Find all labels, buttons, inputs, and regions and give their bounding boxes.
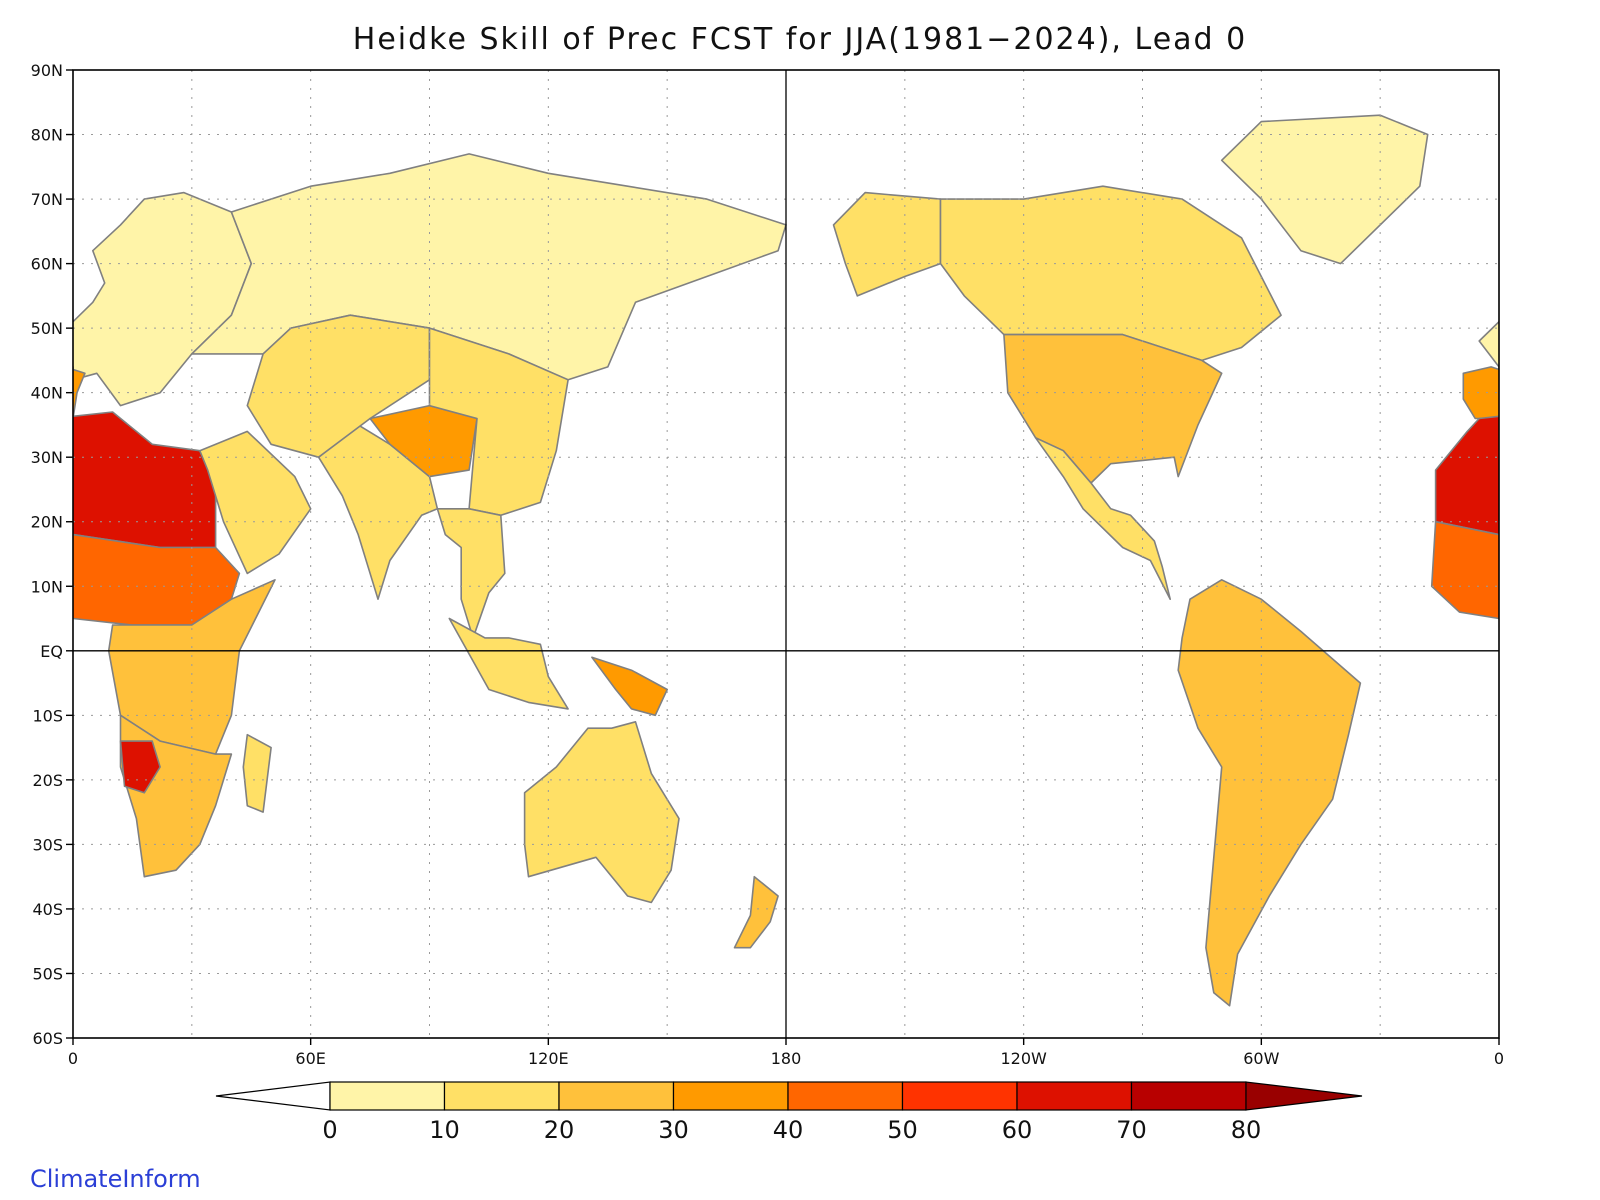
lat-label: 30S — [32, 835, 63, 854]
lat-label: EQ — [40, 642, 63, 661]
colorbar-bin — [443, 1081, 560, 1111]
colorbar-tick-label: 30 — [658, 1116, 689, 1144]
colorbar-bin — [558, 1081, 675, 1111]
lon-label: 120E — [528, 1049, 569, 1068]
land-europe — [1478, 320, 1499, 420]
colorbar-arrow-high — [1245, 1081, 1363, 1111]
colorbar-tick-label: 50 — [887, 1116, 918, 1144]
land-europe — [73, 191, 253, 420]
colorbar-bin — [1130, 1081, 1247, 1111]
lat-label: 10S — [32, 706, 63, 725]
land-sahara — [1434, 415, 1499, 536]
land-central-africa — [107, 579, 276, 755]
land-usa — [1003, 333, 1223, 484]
land-sahel — [1430, 520, 1499, 620]
chart-title: Heidke Skill of Prec FCST for JJA(1981−2… — [352, 22, 1248, 57]
lat-label: 80N — [31, 126, 63, 145]
lat-label: 60N — [31, 255, 63, 274]
colorbar-tick-label: 80 — [1231, 1116, 1262, 1144]
land-layer — [73, 114, 1499, 1007]
land-alaska — [832, 191, 942, 297]
land-namibia — [119, 740, 161, 794]
lon-label: 180 — [771, 1049, 802, 1068]
lat-label: 20N — [31, 513, 63, 532]
colorbar-bin — [329, 1081, 446, 1111]
colorbar-bin — [672, 1081, 789, 1111]
land-iberia — [1462, 366, 1499, 420]
colorbar-tick-label: 0 — [322, 1116, 337, 1144]
land-indonesia — [448, 617, 569, 710]
land-new-zealand — [733, 875, 779, 949]
colorbar: 0 10 20 30 40 50 60 70 80 — [215, 1081, 1363, 1144]
lat-label: 40S — [32, 900, 63, 919]
land-se-asia — [436, 508, 506, 639]
lat-label: 50S — [32, 964, 63, 983]
lon-label: 60W — [1243, 1049, 1279, 1068]
lon-label: 0 — [68, 1049, 78, 1068]
colorbar-tick-label: 70 — [1116, 1116, 1147, 1144]
lon-label: 0 — [1494, 1049, 1504, 1068]
colorbar-bin — [1016, 1081, 1133, 1111]
land-iberia — [73, 368, 86, 420]
land-arabia — [199, 430, 312, 575]
colorbar-tick-label: 10 — [429, 1116, 460, 1144]
colorbar-bin — [787, 1081, 904, 1111]
land-greenland — [1220, 114, 1429, 265]
lat-label: 30N — [31, 448, 63, 467]
lat-label: 40N — [31, 384, 63, 403]
lon-label: 120W — [1000, 1049, 1047, 1068]
gridlines — [73, 70, 1499, 1038]
credit-label: ClimateInform — [30, 1165, 201, 1193]
colorbar-tick-label: 60 — [1002, 1116, 1033, 1144]
axes: 90N 80N 70N 60N 50N 40N 30N 20N 10N EQ 10S 20S 30S 40… — [31, 61, 1504, 1068]
lat-label: 50N — [31, 319, 63, 338]
land-mexico — [1034, 437, 1171, 600]
lat-label: 10N — [31, 577, 63, 596]
land-australia — [523, 721, 680, 904]
colorbar-arrow-low — [215, 1081, 331, 1111]
land-central-asia — [246, 314, 431, 458]
lat-label: 70N — [31, 190, 63, 209]
lon-label: 60E — [295, 1049, 325, 1068]
lat-label: 20S — [32, 771, 63, 790]
land-china — [428, 327, 569, 517]
colorbar-bin — [901, 1081, 1018, 1111]
land-new-guinea — [591, 656, 668, 717]
lat-label: 90N — [31, 61, 63, 80]
land-madagascar — [242, 733, 272, 813]
lat-label: 60S — [32, 1029, 63, 1048]
colorbar-tick-label: 20 — [544, 1116, 575, 1144]
colorbar-tick-label: 40 — [773, 1116, 804, 1144]
land-south-america — [1177, 579, 1362, 1007]
